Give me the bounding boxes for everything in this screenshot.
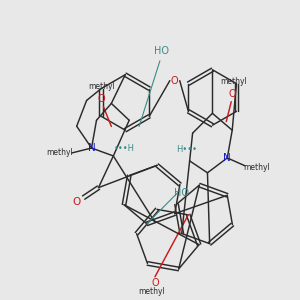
- Text: O: O: [228, 89, 236, 99]
- Text: O: O: [151, 278, 159, 288]
- Text: methyl: methyl: [244, 163, 270, 172]
- Text: •••H: •••H: [113, 143, 134, 152]
- Text: HO: HO: [174, 188, 189, 198]
- Text: methyl: methyl: [88, 82, 115, 91]
- Text: O: O: [98, 94, 105, 104]
- Text: O: O: [171, 76, 178, 85]
- Text: N: N: [224, 153, 231, 163]
- Text: methyl: methyl: [46, 148, 73, 158]
- Text: methyl: methyl: [139, 287, 165, 296]
- Text: N: N: [88, 143, 95, 153]
- Text: HO: HO: [154, 46, 169, 56]
- Text: methyl: methyl: [220, 77, 247, 86]
- Text: O: O: [73, 196, 81, 206]
- Text: H•••: H•••: [177, 146, 198, 154]
